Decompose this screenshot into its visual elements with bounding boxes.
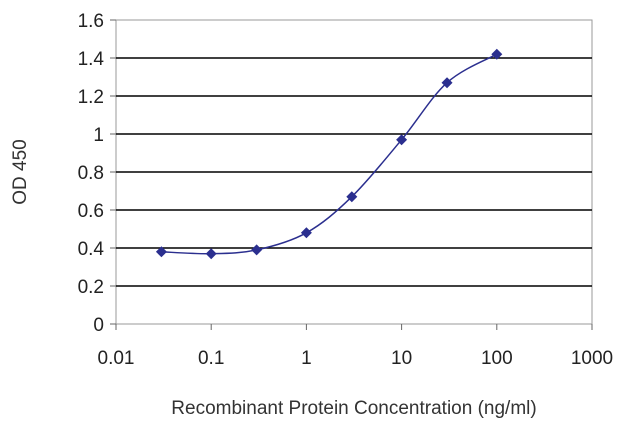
data-point bbox=[491, 48, 503, 60]
data-point bbox=[441, 77, 453, 89]
y-tick-label: 0 bbox=[93, 315, 104, 336]
x-tick-label: 100 bbox=[481, 348, 513, 369]
y-tick-label: 1 bbox=[93, 125, 104, 146]
data-point bbox=[396, 134, 408, 146]
fitted-curve bbox=[161, 53, 498, 255]
data-point bbox=[155, 246, 167, 258]
x-tick-label: 1 bbox=[301, 348, 312, 369]
data-point bbox=[346, 191, 358, 203]
x-tick-label: 0.01 bbox=[98, 348, 135, 369]
x-tick-label: 0.1 bbox=[198, 348, 224, 369]
x-tick-label: 1000 bbox=[571, 348, 613, 369]
y-tick-label: 1.4 bbox=[78, 49, 105, 70]
y-tick-label: 1.2 bbox=[78, 87, 104, 108]
y-axis-title: OD 450 bbox=[10, 139, 31, 204]
data-point bbox=[205, 248, 217, 260]
gridlines bbox=[116, 57, 592, 287]
y-tick-label: 0.2 bbox=[78, 277, 104, 298]
y-tick-label: 0.6 bbox=[78, 201, 104, 222]
x-axis-ticks: 0.01 0.1 1 10 100 1000 bbox=[98, 324, 613, 369]
y-axis-ticks: 0 0.2 0.4 0.6 0.8 1 1.2 1.4 1.6 bbox=[78, 11, 116, 336]
y-tick-label: 1.6 bbox=[78, 11, 104, 32]
data-point bbox=[300, 227, 312, 239]
y-tick-label: 0.4 bbox=[78, 239, 105, 260]
data-points bbox=[155, 48, 503, 260]
y-tick-label: 0.8 bbox=[78, 163, 104, 184]
data-point bbox=[251, 244, 263, 256]
x-tick-label: 10 bbox=[391, 348, 412, 369]
x-axis-title: Recombinant Protein Concentration (ng/ml… bbox=[171, 398, 536, 419]
